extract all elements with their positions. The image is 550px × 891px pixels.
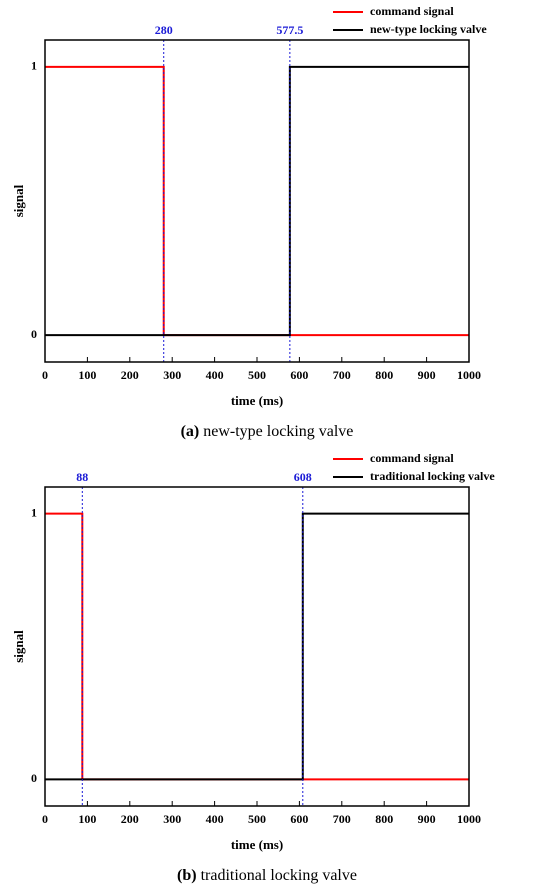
x-tick-label: 0: [42, 812, 48, 826]
x-axis-label: time (ms): [231, 837, 283, 852]
x-tick-label: 500: [248, 812, 266, 826]
series-line: [45, 65, 469, 337]
caption-label: (b): [177, 867, 197, 884]
marker-label: 608: [294, 470, 312, 484]
x-axis-label: time (ms): [231, 393, 283, 408]
x-tick-label: 700: [333, 812, 351, 826]
caption-label: (a): [181, 423, 200, 440]
y-tick-label: 1: [31, 59, 37, 73]
x-tick-label: 900: [418, 368, 436, 382]
caption: (a) new-type locking valve: [181, 423, 354, 440]
plot-frame: [44, 486, 470, 807]
y-axis-label: signal: [11, 184, 26, 217]
x-tick-label: 800: [375, 812, 393, 826]
x-tick-label: 400: [206, 368, 224, 382]
legend-label: traditional locking valve: [370, 469, 495, 483]
plot-frame: [44, 39, 470, 363]
x-tick-label: 0: [42, 368, 48, 382]
legend-label: new-type locking valve: [370, 22, 487, 36]
marker-label: 280: [155, 23, 173, 37]
x-tick-label: 200: [121, 812, 139, 826]
y-tick-label: 0: [31, 771, 37, 785]
y-tick-label: 0: [31, 327, 37, 341]
x-tick-label: 900: [418, 812, 436, 826]
x-tick-label: 1000: [457, 368, 481, 382]
series-line: [45, 512, 469, 781]
x-tick-label: 100: [78, 368, 96, 382]
y-tick-label: 1: [31, 505, 37, 519]
y-axis-label: signal: [11, 630, 26, 663]
x-tick-label: 500: [248, 368, 266, 382]
caption-text: traditional locking valve: [201, 867, 357, 884]
x-tick-label: 800: [375, 368, 393, 382]
series-line: [45, 65, 469, 337]
x-tick-label: 300: [163, 812, 181, 826]
x-tick-label: 700: [333, 368, 351, 382]
x-tick-label: 600: [290, 812, 308, 826]
x-tick-label: 400: [206, 812, 224, 826]
x-tick-label: 100: [78, 812, 96, 826]
x-tick-label: 600: [290, 368, 308, 382]
marker-label: 88: [76, 470, 88, 484]
legend-label: command signal: [370, 451, 454, 465]
x-tick-label: 1000: [457, 812, 481, 826]
x-tick-label: 200: [121, 368, 139, 382]
series-line: [45, 512, 469, 781]
marker-label: 577.5: [276, 23, 303, 37]
legend-label: command signal: [370, 4, 454, 18]
caption: (b) traditional locking valve: [177, 867, 357, 884]
x-tick-label: 300: [163, 368, 181, 382]
caption-text: new-type locking valve: [203, 423, 353, 440]
